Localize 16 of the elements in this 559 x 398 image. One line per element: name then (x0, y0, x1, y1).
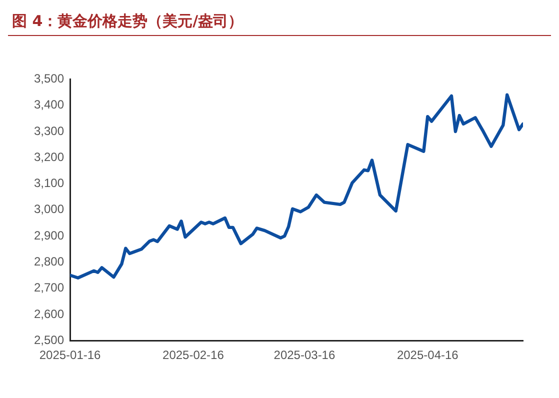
y-tick-label: 3,100 (34, 176, 64, 190)
y-tick-label: 3,300 (34, 124, 64, 138)
y-tick-label: 2,700 (34, 280, 64, 295)
chart-title: 图 4：黄金价格走势（美元/盎司） (8, 8, 551, 36)
y-tick-label: 2,800 (34, 254, 64, 268)
y-tick-label: 2,500 (34, 332, 64, 347)
y-tick-label: 2,600 (34, 306, 64, 321)
y-tick-label: 3,500 (34, 72, 64, 86)
x-tick-label: 2025-01-16 (39, 348, 102, 362)
x-tick-label: 2025-02-16 (162, 348, 224, 362)
y-tick-label: 3,400 (34, 98, 64, 112)
y-tick-label: 3,000 (34, 202, 64, 216)
y-tick-label: 3,200 (34, 150, 64, 164)
x-tick-label: 2025-04-16 (396, 348, 459, 362)
x-tick-label: 2025-03-16 (274, 348, 336, 362)
y-tick-label: 2,900 (34, 228, 64, 242)
